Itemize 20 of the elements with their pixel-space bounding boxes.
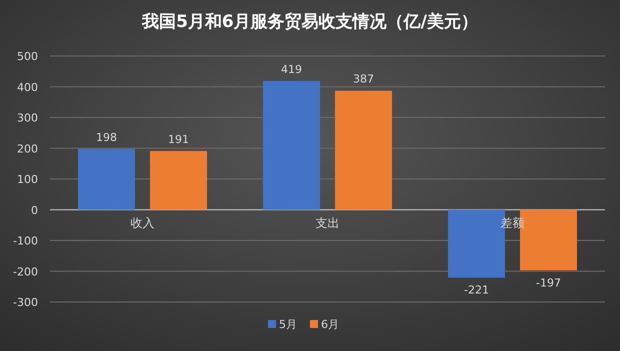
chart-title: 我国5月和6月服务贸易收支情况（亿/美元） [141, 12, 478, 32]
y-tick-label: 100 [17, 173, 38, 186]
data-label: -221 [464, 284, 489, 297]
y-tick-label: 500 [17, 50, 38, 63]
data-label: -197 [536, 276, 561, 290]
legend-label: 5月 [279, 318, 297, 331]
x-tick-label: 收入 [130, 216, 154, 230]
y-tick-label: 0 [31, 204, 38, 217]
data-label: 387 [353, 72, 374, 86]
y-tick-label: -200 [13, 265, 38, 278]
legend-label: 6月 [321, 318, 339, 331]
y-tick-label: 400 [17, 80, 38, 94]
y-tick-label: -300 [13, 296, 38, 309]
data-label: 419 [281, 62, 302, 76]
data-label: 191 [168, 133, 189, 146]
x-tick-label: 支出 [316, 216, 340, 230]
y-tick-label: 200 [17, 142, 38, 156]
y-tick-label: 300 [17, 112, 38, 124]
data-label: 198 [96, 130, 117, 144]
y-tick-label: -100 [13, 234, 38, 248]
